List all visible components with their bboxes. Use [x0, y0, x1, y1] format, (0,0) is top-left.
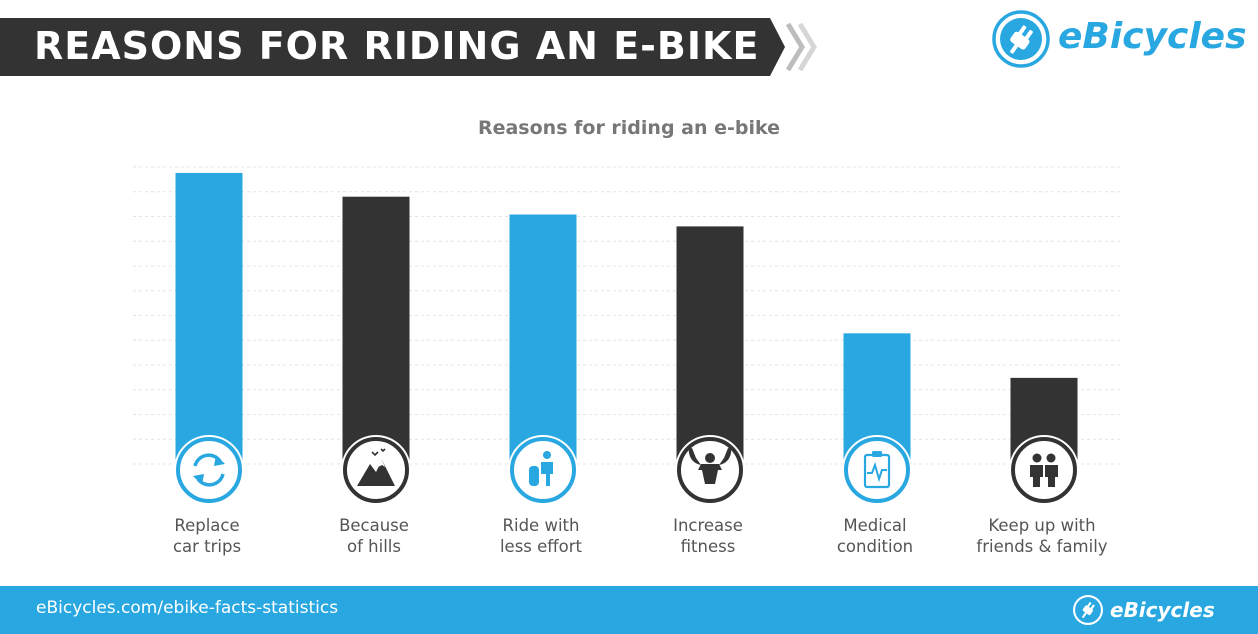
category-label-line1: Replace: [174, 516, 240, 535]
brand-name: eBicycles: [1058, 16, 1247, 57]
category-label-line2: friends & family: [976, 537, 1108, 556]
category-label-line2: condition: [836, 537, 914, 556]
icon-badge: [1011, 437, 1077, 503]
category-label-line2: less effort: [499, 537, 583, 556]
icon-badge: [176, 437, 242, 503]
bar: [676, 226, 744, 468]
footer-brand-name: eBicycles: [1110, 598, 1215, 622]
category-label-line2: car trips: [172, 537, 242, 556]
footer-url-link[interactable]: eBicycles.com/ebike-facts-statistics: [36, 598, 339, 618]
plug-logo-icon: [1073, 595, 1103, 625]
category-label-1: Because of hills: [284, 515, 464, 557]
footer-bar: eBicycles.com/ebike-facts-statistics eBi…: [0, 586, 1258, 634]
brand-logo[interactable]: eBicycles: [990, 8, 1247, 70]
category-label-0: Replace car trips: [117, 515, 297, 557]
category-label-line1: Ride with: [502, 516, 580, 535]
icon-badge: [343, 437, 409, 503]
category-label-3: Increase fitness: [618, 515, 798, 557]
category-label-line1: Increase: [673, 516, 743, 535]
bar-chart: [133, 166, 1122, 505]
bar: [175, 172, 243, 468]
page-title: REASONS FOR RIDING AN E-BIKE: [34, 24, 760, 68]
clipboard-heartbeat-icon: [863, 451, 891, 489]
category-label-line1: Medical: [843, 516, 907, 535]
muscle-icon: [688, 448, 732, 484]
category-label-line2: fitness: [680, 537, 736, 556]
category-label-line1: Keep up with: [988, 516, 1096, 535]
category-label-line2: of hills: [347, 537, 401, 556]
chart-title: Reasons for riding an e-bike: [477, 117, 781, 139]
plug-logo-icon: [992, 10, 1050, 68]
category-label-4: Medical condition: [785, 515, 965, 557]
bar: [509, 214, 577, 468]
category-label-5: Keep up with friends & family: [952, 515, 1132, 557]
category-label-2: Ride with less effort: [451, 515, 631, 557]
footer-brand-logo[interactable]: eBicycles: [1072, 594, 1222, 626]
refresh-icon: [193, 453, 225, 487]
people-icon: [1030, 453, 1058, 487]
rider-icon: [529, 451, 553, 486]
chevron-right-icon: [785, 22, 817, 72]
mountain-icon: [357, 448, 395, 486]
header-banner: [0, 18, 785, 76]
category-label-line1: Because: [339, 516, 409, 535]
bar: [342, 196, 410, 468]
